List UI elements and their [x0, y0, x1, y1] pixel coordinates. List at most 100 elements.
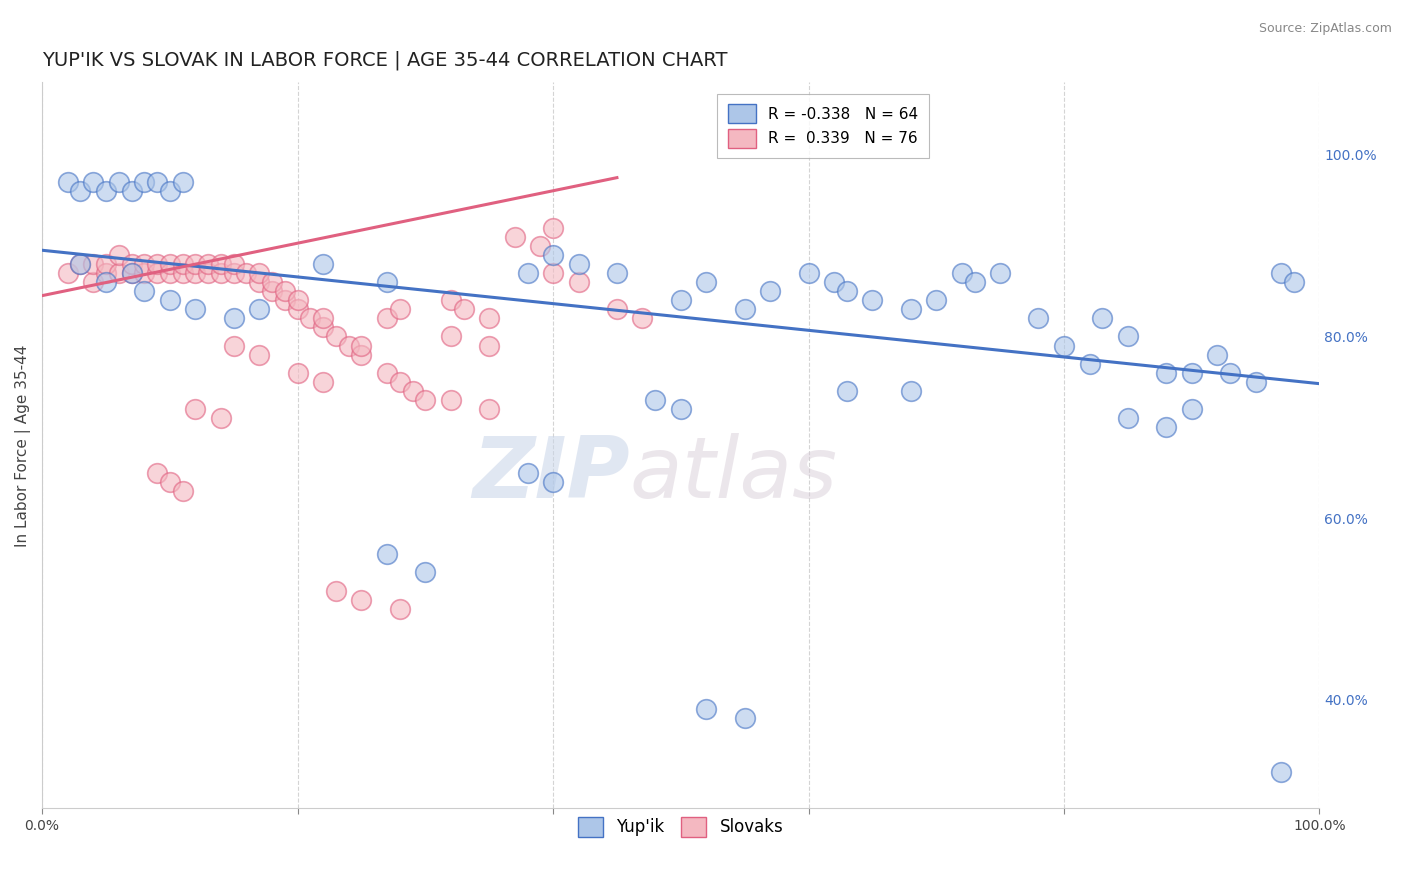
Point	[146, 266, 169, 280]
Point	[82, 275, 104, 289]
Point	[900, 302, 922, 317]
Point	[734, 302, 756, 317]
Point	[287, 302, 309, 317]
Point	[197, 266, 219, 280]
Point	[94, 184, 117, 198]
Point	[69, 257, 91, 271]
Text: atlas: atlas	[630, 433, 838, 516]
Point	[606, 302, 628, 317]
Point	[1116, 411, 1139, 425]
Point	[1244, 375, 1267, 389]
Text: YUP'IK VS SLOVAK IN LABOR FORCE | AGE 35-44 CORRELATION CHART: YUP'IK VS SLOVAK IN LABOR FORCE | AGE 35…	[42, 51, 728, 70]
Point	[82, 175, 104, 189]
Point	[146, 175, 169, 189]
Point	[134, 284, 156, 298]
Point	[247, 275, 270, 289]
Point	[325, 583, 347, 598]
Point	[159, 257, 181, 271]
Point	[107, 248, 129, 262]
Point	[134, 266, 156, 280]
Point	[94, 275, 117, 289]
Point	[222, 338, 245, 352]
Point	[337, 338, 360, 352]
Point	[299, 311, 322, 326]
Point	[350, 348, 373, 362]
Point	[69, 257, 91, 271]
Point	[287, 293, 309, 308]
Point	[107, 266, 129, 280]
Point	[94, 266, 117, 280]
Point	[1154, 420, 1177, 434]
Point	[388, 302, 411, 317]
Point	[107, 175, 129, 189]
Point	[541, 266, 564, 280]
Point	[274, 293, 297, 308]
Point	[1028, 311, 1050, 326]
Point	[503, 229, 526, 244]
Point	[988, 266, 1011, 280]
Point	[172, 175, 194, 189]
Point	[172, 483, 194, 498]
Point	[146, 466, 169, 480]
Point	[247, 302, 270, 317]
Point	[375, 311, 398, 326]
Point	[172, 266, 194, 280]
Point	[478, 338, 501, 352]
Point	[413, 392, 436, 407]
Point	[94, 257, 117, 271]
Point	[1270, 765, 1292, 780]
Point	[1181, 402, 1204, 417]
Point	[159, 184, 181, 198]
Point	[56, 175, 79, 189]
Point	[209, 411, 232, 425]
Point	[159, 266, 181, 280]
Point	[1053, 338, 1076, 352]
Point	[1206, 348, 1229, 362]
Point	[172, 257, 194, 271]
Point	[312, 375, 335, 389]
Point	[478, 402, 501, 417]
Point	[541, 475, 564, 489]
Point	[1181, 366, 1204, 380]
Point	[184, 266, 207, 280]
Point	[134, 175, 156, 189]
Point	[260, 284, 283, 298]
Legend: Yup'ik, Slovaks: Yup'ik, Slovaks	[571, 810, 790, 844]
Point	[260, 275, 283, 289]
Text: ZIP: ZIP	[472, 433, 630, 516]
Point	[247, 348, 270, 362]
Point	[222, 257, 245, 271]
Point	[235, 266, 257, 280]
Point	[350, 592, 373, 607]
Point	[312, 311, 335, 326]
Point	[860, 293, 883, 308]
Point	[134, 257, 156, 271]
Text: Source: ZipAtlas.com: Source: ZipAtlas.com	[1258, 22, 1392, 36]
Point	[835, 384, 858, 398]
Point	[440, 293, 463, 308]
Point	[823, 275, 845, 289]
Point	[274, 284, 297, 298]
Point	[388, 601, 411, 615]
Point	[375, 547, 398, 561]
Point	[209, 257, 232, 271]
Point	[184, 257, 207, 271]
Point	[56, 266, 79, 280]
Point	[388, 375, 411, 389]
Point	[121, 266, 143, 280]
Y-axis label: In Labor Force | Age 35-44: In Labor Force | Age 35-44	[15, 344, 31, 547]
Point	[222, 311, 245, 326]
Point	[247, 266, 270, 280]
Point	[541, 248, 564, 262]
Point	[69, 184, 91, 198]
Point	[375, 366, 398, 380]
Point	[568, 257, 591, 271]
Point	[568, 275, 591, 289]
Point	[440, 392, 463, 407]
Point	[312, 257, 335, 271]
Point	[644, 392, 666, 407]
Point	[121, 257, 143, 271]
Point	[197, 257, 219, 271]
Point	[312, 320, 335, 334]
Point	[835, 284, 858, 298]
